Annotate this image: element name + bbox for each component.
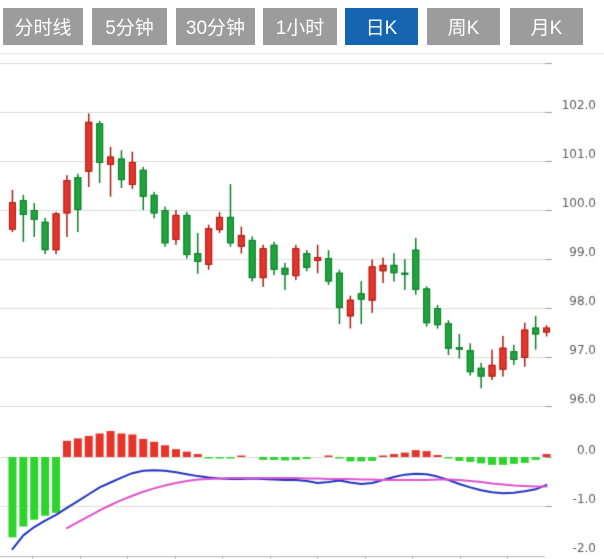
tab-1hour[interactable]: 1小时 [263,8,337,45]
period-tab-bar: 分时线 5分钟 30分钟 1小时 日K 周K 月K [0,8,604,45]
tab-30min[interactable]: 30分钟 [176,8,255,45]
tab-monthly-k[interactable]: 月K [510,8,583,45]
tab-timeline[interactable]: 分时线 [3,8,83,45]
tab-weekly-k[interactable]: 周K [427,8,500,45]
tab-5min[interactable]: 5分钟 [92,8,167,45]
tab-daily-k[interactable]: 日K [345,8,418,45]
